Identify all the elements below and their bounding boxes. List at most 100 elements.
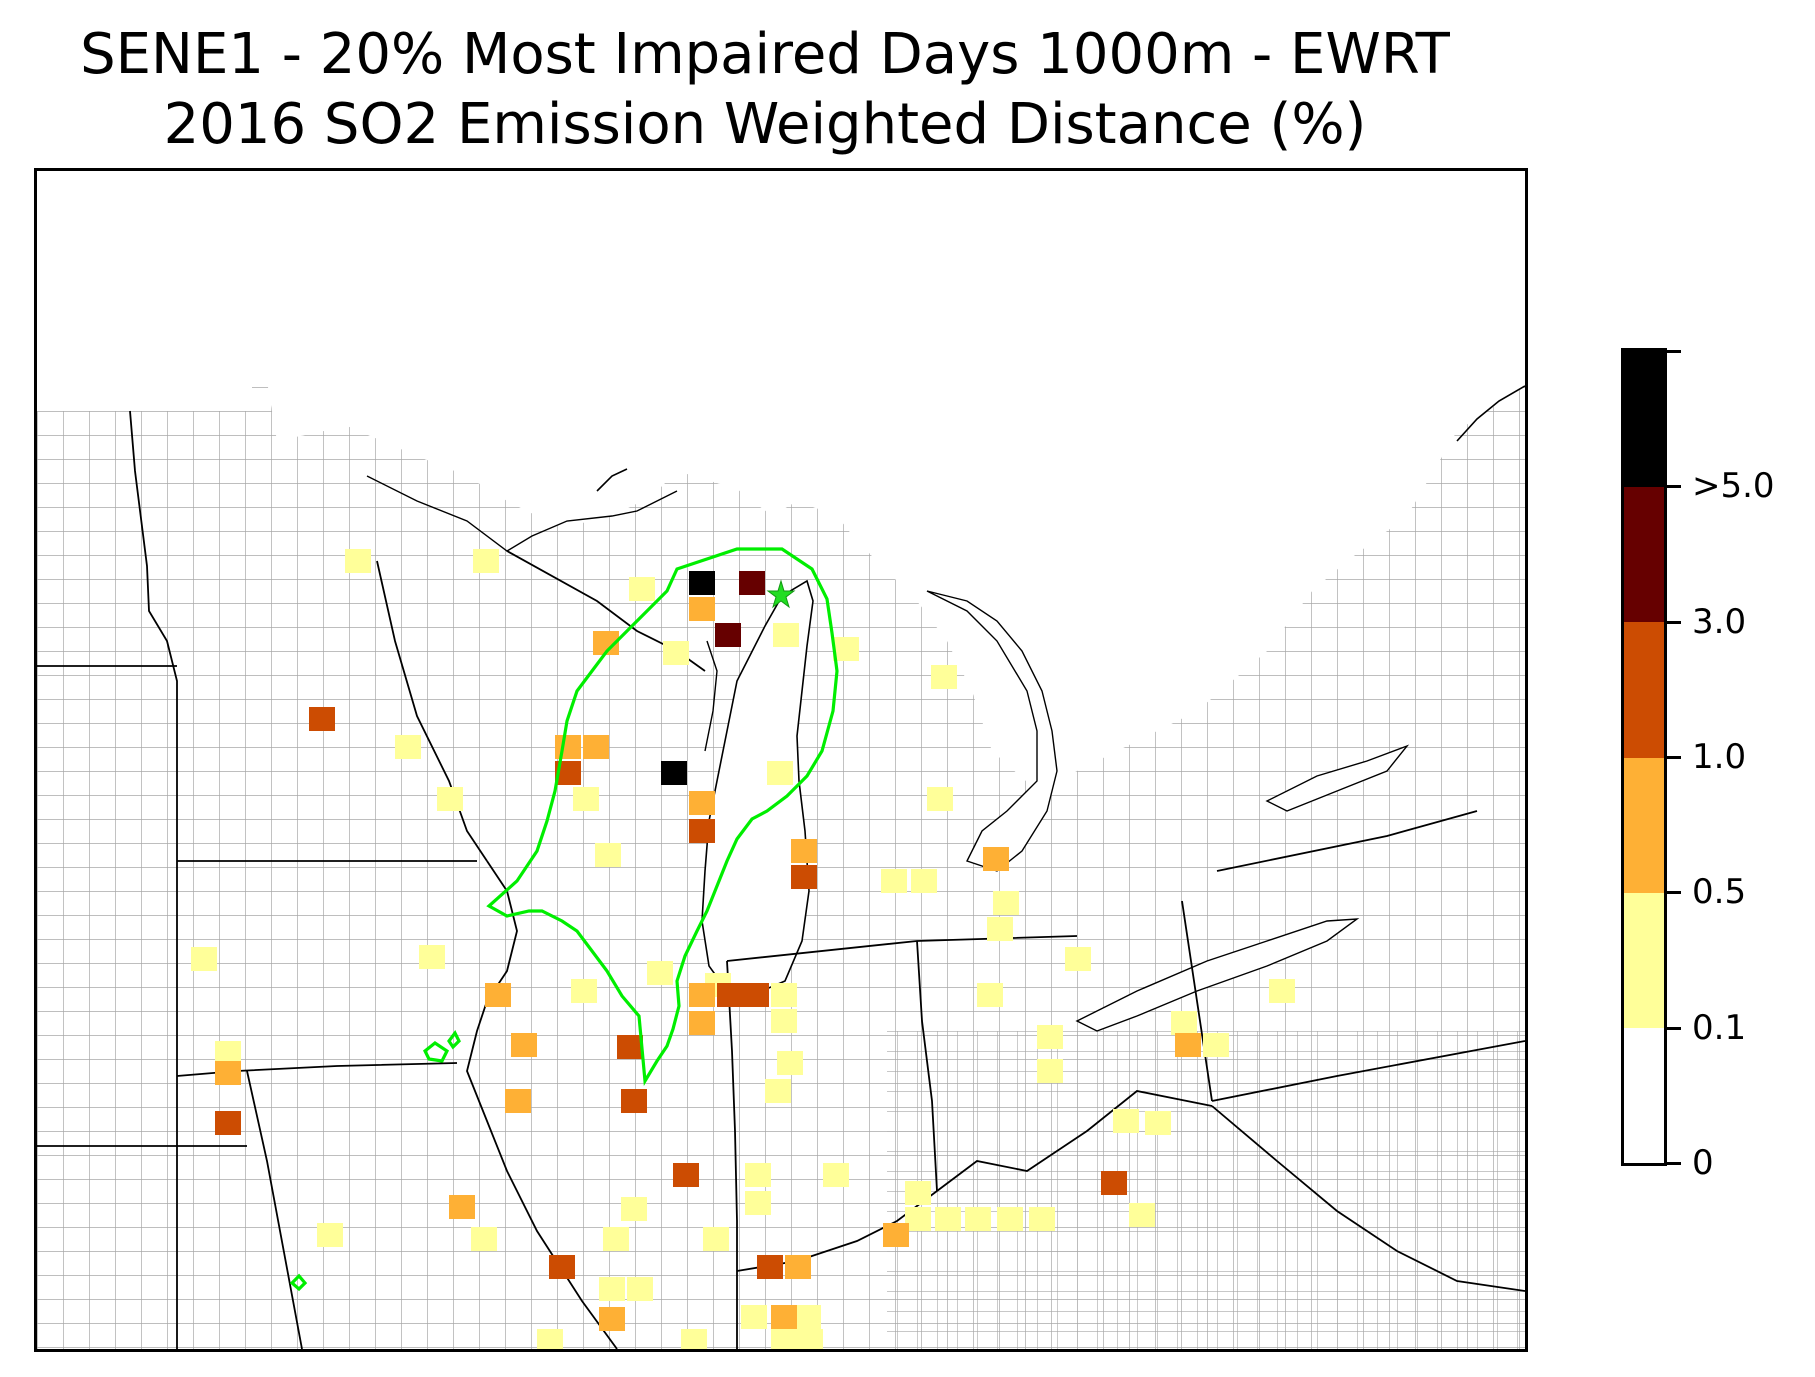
colorbar-label: 0 [1692, 1143, 1714, 1183]
colorbar-label: 0.1 [1692, 1007, 1747, 1048]
emission-cell [767, 761, 793, 785]
emission-cell [317, 1223, 343, 1247]
emission-cell [771, 1329, 797, 1349]
emission-cell [583, 735, 609, 759]
emission-cell [771, 983, 797, 1007]
emission-cell [911, 869, 937, 893]
emission-cell [689, 819, 715, 843]
wv-va-border [1211, 1105, 1525, 1292]
emission-cell [661, 761, 687, 785]
green-bay [704, 640, 718, 752]
emission-cell [595, 843, 621, 867]
emission-cell [689, 571, 715, 595]
colorbar-tick [1667, 620, 1681, 624]
il-in-border [726, 960, 738, 1349]
colorbar-label: 0.5 [1692, 872, 1747, 913]
emission-cell [777, 1051, 803, 1075]
emission-cell [1145, 1111, 1171, 1135]
emission-cell [621, 1197, 647, 1221]
emission-cell [823, 1163, 849, 1187]
emission-cell [931, 665, 957, 689]
emission-cell [745, 1163, 771, 1187]
emission-cell [715, 623, 741, 647]
colorbar-tick [1667, 350, 1681, 353]
emission-cell [555, 735, 581, 759]
mn-dakota-border [129, 410, 178, 1349]
ia-mo-border [176, 1062, 458, 1077]
emission-cell [983, 847, 1009, 871]
emission-cell [1065, 947, 1091, 971]
star-icon [766, 579, 796, 609]
emission-cell [1029, 1207, 1055, 1231]
emission-cell [629, 577, 655, 601]
emission-cell [883, 1223, 909, 1247]
lake-superior-shore [366, 475, 678, 552]
emission-cell [537, 1329, 563, 1349]
emission-cell [309, 707, 335, 731]
emission-cell [905, 1181, 931, 1205]
emission-cell [437, 787, 463, 811]
ohio-river [936, 1090, 1213, 1192]
emission-cell [663, 641, 689, 665]
emission-cell [549, 1255, 575, 1279]
emission-cell [681, 1329, 707, 1349]
emission-cell [791, 839, 817, 863]
emission-cell [345, 549, 371, 573]
small-contour-3 [289, 1273, 308, 1292]
emission-cell [599, 1277, 625, 1301]
emission-cell [795, 1305, 821, 1329]
colorbar-tick [1667, 1026, 1681, 1030]
colorbar-label: 1.0 [1692, 737, 1747, 777]
emission-cell [1129, 1203, 1155, 1227]
emission-cell [471, 1227, 497, 1251]
colorbar-segment [1624, 351, 1664, 487]
colorbar-label: 3.0 [1692, 601, 1747, 642]
emission-cell [1113, 1109, 1139, 1133]
mn-wi-border [376, 560, 488, 862]
emission-cell [1037, 1059, 1063, 1083]
emission-cell [771, 1009, 797, 1033]
emission-cell [717, 983, 743, 1007]
emission-cell [993, 891, 1019, 915]
influence-contour [486, 547, 839, 1087]
emission-cell [881, 869, 907, 893]
emission-cell [419, 945, 445, 969]
emission-cell [689, 597, 715, 621]
colorbar-tick [1667, 891, 1681, 895]
colorbar-label: >5.0 [1692, 466, 1775, 507]
emission-cell [689, 983, 715, 1007]
small-contour-1 [422, 1041, 450, 1063]
emission-cells [191, 549, 1295, 1349]
emission-cell [977, 983, 1003, 1007]
emission-cell [571, 979, 597, 1003]
emission-cell [771, 1305, 797, 1329]
emission-cell [627, 1277, 653, 1301]
map-canvas [37, 376, 1525, 1349]
emission-cell [833, 637, 859, 661]
small-contour-2 [447, 1029, 461, 1050]
emission-cell [1203, 1033, 1229, 1057]
emission-cell [215, 1061, 241, 1085]
lake-layer [366, 385, 1525, 1032]
emission-cell [511, 1033, 537, 1057]
isle-royale [596, 468, 628, 492]
emission-cell [191, 947, 217, 971]
emission-cell [449, 1195, 475, 1219]
emission-cell [745, 1191, 771, 1215]
colorbar-segment [1624, 1027, 1664, 1163]
emission-cell [765, 1079, 791, 1103]
emission-cell [757, 1255, 783, 1279]
map-title-line-2: 2016 SO2 Emission Weighted Distance (%) [163, 92, 1367, 157]
emission-cell [797, 1329, 823, 1349]
emission-cell [485, 983, 511, 1007]
emission-cell [505, 1089, 531, 1113]
colorbar-segment [1624, 892, 1664, 1029]
emission-cell [743, 983, 769, 1007]
emission-cell [905, 1207, 931, 1231]
emission-cell [473, 549, 499, 573]
colorbar-segment [1624, 757, 1664, 893]
emission-cell [689, 1011, 715, 1035]
colorbar-tick [1667, 1162, 1681, 1165]
emission-cell [965, 1207, 991, 1231]
emission-cell [1269, 979, 1295, 1003]
